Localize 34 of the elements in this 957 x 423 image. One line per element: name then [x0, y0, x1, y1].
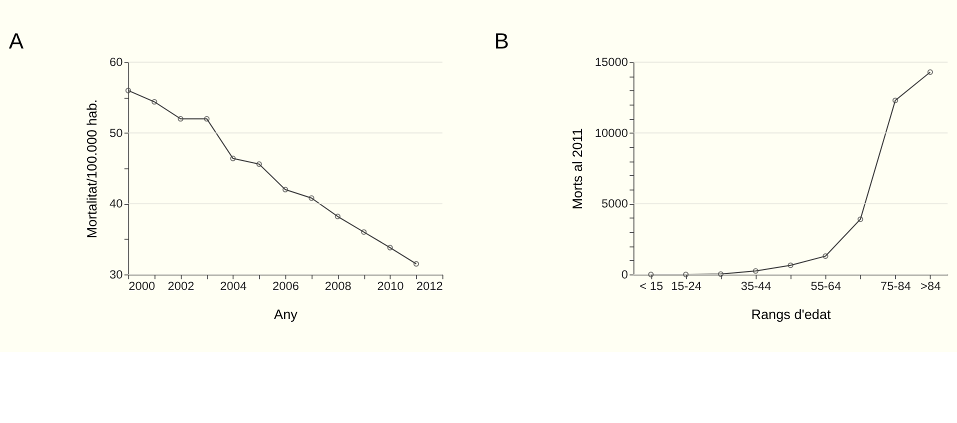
x-tick-label: 2004 [220, 279, 247, 294]
x-axis-title: Rangs d'edat [751, 307, 832, 322]
x-tick-label: 2000 [128, 279, 156, 294]
x-tick-label: 2008 [324, 279, 352, 294]
y-tick-label: 5000 [602, 196, 628, 211]
point [752, 268, 758, 274]
x-axis-title: Any [274, 307, 298, 322]
y-axis-title: Mortalitat/100.000 hab. [84, 99, 100, 238]
point [822, 253, 828, 259]
y-tick-label: 60 [109, 55, 124, 70]
x-tick-label: < 15 [640, 279, 664, 294]
y-tick-label: 50 [109, 126, 124, 140]
y-tick-label: 40 [109, 196, 124, 211]
y-tick-label: 0 [621, 267, 628, 282]
chart-title: B [494, 28, 509, 54]
point [718, 271, 724, 277]
x-tick-label: 2010 [377, 279, 404, 294]
x-tick-label: 2006 [272, 279, 300, 294]
x-tick-label: 2002 [168, 279, 194, 294]
point [788, 262, 794, 268]
x-tick-label: 35-44 [740, 279, 772, 294]
y-tick-label: 30 [109, 267, 124, 282]
x-tick-label: 55-64 [810, 279, 842, 294]
chart-title: A [8, 28, 24, 54]
x-tick-label: 15-24 [671, 279, 702, 294]
x-tick-label: >84 [920, 279, 942, 294]
y-axis-title: Morts al 2011 [570, 128, 586, 210]
x-tick-label: 2012 [416, 279, 443, 294]
x-tick-label: 75-84 [880, 279, 912, 294]
point [683, 272, 689, 278]
point [892, 98, 898, 104]
y-tick-label: 10000 [594, 126, 628, 140]
point [858, 216, 864, 222]
y-tick-label: 15000 [594, 55, 628, 70]
